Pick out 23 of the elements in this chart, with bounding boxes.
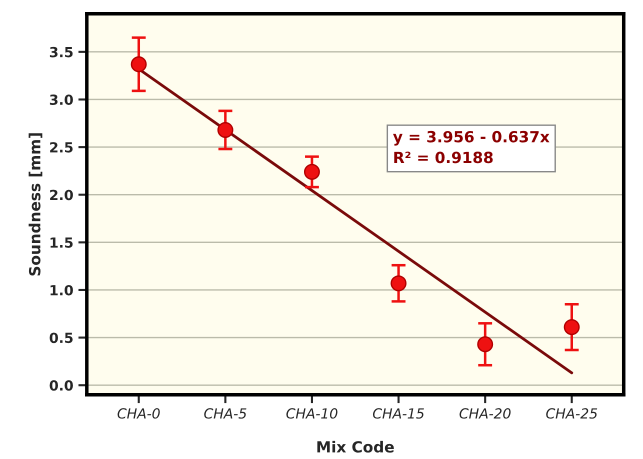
y-tick-label: 1.0 bbox=[50, 284, 73, 296]
x-tick-label: CHA-0 bbox=[118, 408, 160, 419]
y-tick-label: 2.0 bbox=[50, 190, 73, 200]
x-tick-label: CHA-10 bbox=[286, 408, 338, 419]
y-tick-label: 3.5 bbox=[50, 46, 73, 58]
point bbox=[304, 164, 320, 180]
x-tick-label: CHA-15 bbox=[372, 408, 424, 419]
point bbox=[390, 275, 407, 292]
annotation: y = 3.956 - 0.637x R² = 0.9188 bbox=[393, 130, 550, 164]
point bbox=[564, 319, 580, 336]
point bbox=[130, 56, 147, 72]
y-tick-label: 2.5 bbox=[50, 142, 73, 153]
x-tick-label: CHA-25 bbox=[546, 408, 598, 419]
y-axis-title: Soundness [mm] bbox=[28, 133, 42, 276]
y-tick-label: 0.5 bbox=[50, 332, 73, 344]
y-tick-label: 3.0 bbox=[50, 94, 73, 105]
x-axis-title: Mix Code bbox=[317, 440, 394, 453]
y-tick-label: 0.0 bbox=[50, 380, 73, 391]
point bbox=[217, 122, 234, 138]
x-tick-label: CHA-5 bbox=[204, 408, 246, 419]
y-tick-label: 1.5 bbox=[50, 238, 73, 248]
point bbox=[477, 336, 494, 352]
x-tick-label: CHA-20 bbox=[460, 408, 511, 419]
